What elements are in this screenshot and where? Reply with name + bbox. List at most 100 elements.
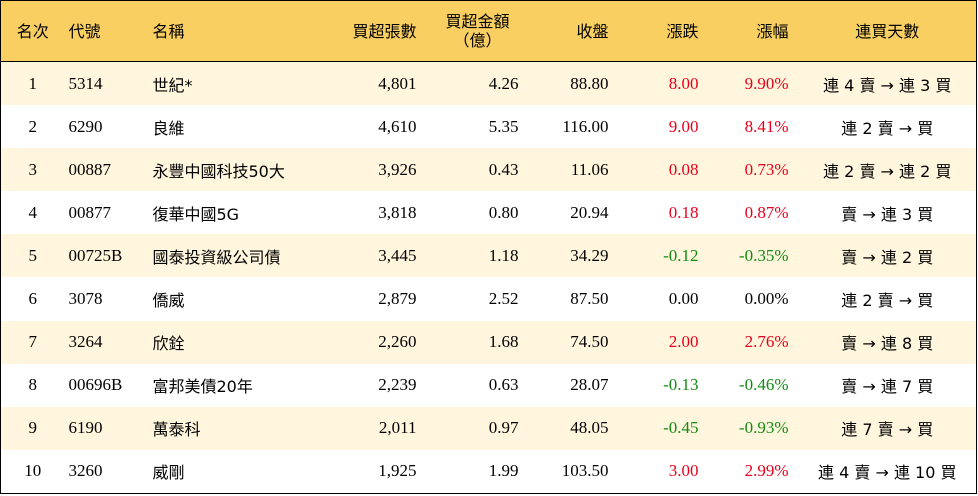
cell-consecutive-days: 連 2 賣 → 買 (798, 105, 977, 149)
cell-consecutive-days: 賣 → 連 8 買 (798, 320, 977, 364)
cell-rank: 8 (0, 363, 65, 407)
cell-change-pct: 0.00% (708, 277, 799, 321)
cell-net-buy-amount: 1.99 (426, 449, 529, 494)
cell-net-buy-lots: 4,610 (328, 105, 427, 149)
cell-change-pct: 2.76% (708, 320, 799, 364)
cell-net-buy-lots: 1,925 (328, 449, 427, 494)
cell-change-pct: -0.93% (708, 406, 799, 450)
header-row: 名次 代號 名稱 買超張數 買超金額 （億） 收盤 漲跌 漲幅 連買天數 (0, 0, 977, 62)
cell-name: 復華中國5G (148, 191, 329, 235)
cell-net-buy-lots: 3,818 (328, 191, 427, 235)
cell-close: 34.29 (528, 234, 619, 278)
cell-net-buy-lots: 3,445 (328, 234, 427, 278)
cell-consecutive-days: 連 4 賣 → 連 3 買 (798, 61, 977, 106)
cell-net-buy-lots: 2,879 (328, 277, 427, 321)
table-header: 名次 代號 名稱 買超張數 買超金額 （億） 收盤 漲跌 漲幅 連買天數 (0, 0, 977, 62)
header-rank: 名次 (0, 0, 65, 62)
cell-name: 永豐中國科技50大 (148, 148, 329, 192)
cell-code: 00887 (64, 148, 149, 192)
cell-name: 富邦美債20年 (148, 363, 329, 407)
cell-name: 良維 (148, 105, 329, 149)
cell-name: 萬泰科 (148, 406, 329, 450)
cell-change: 3.00 (618, 449, 709, 494)
table-row: 6 3078 僑威 2,879 2.52 87.50 0.00 0.00% 連 … (0, 277, 977, 321)
cell-code: 00696B (64, 363, 149, 407)
table-row: 1 5314 世紀* 4,801 4.26 88.80 8.00 9.90% 連… (0, 61, 977, 106)
cell-net-buy-amount: 0.43 (426, 148, 529, 192)
cell-net-buy-lots: 4,801 (328, 61, 427, 106)
cell-net-buy-lots: 3,926 (328, 148, 427, 192)
cell-code: 3078 (64, 277, 149, 321)
cell-close: 116.00 (528, 105, 619, 149)
cell-close: 74.50 (528, 320, 619, 364)
cell-rank: 4 (0, 191, 65, 235)
cell-net-buy-amount: 0.63 (426, 363, 529, 407)
cell-name: 威剛 (148, 449, 329, 494)
cell-change: 2.00 (618, 320, 709, 364)
cell-change-pct: 8.41% (708, 105, 799, 149)
cell-consecutive-days: 連 7 賣 → 買 (798, 406, 977, 450)
cell-close: 48.05 (528, 406, 619, 450)
header-net-buy-amount-line2: （億） (453, 31, 502, 50)
header-code: 代號 (64, 0, 149, 62)
cell-rank: 1 (0, 61, 65, 106)
cell-change: -0.45 (618, 406, 709, 450)
cell-consecutive-days: 連 2 賣 → 連 2 買 (798, 148, 977, 192)
cell-rank: 10 (0, 449, 65, 494)
table-row: 8 00696B 富邦美債20年 2,239 0.63 28.07 -0.13 … (0, 363, 977, 407)
cell-change: 9.00 (618, 105, 709, 149)
cell-rank: 6 (0, 277, 65, 321)
cell-consecutive-days: 賣 → 連 3 買 (798, 191, 977, 235)
cell-change: 0.00 (618, 277, 709, 321)
cell-rank: 5 (0, 234, 65, 278)
cell-change: -0.12 (618, 234, 709, 278)
cell-consecutive-days: 賣 → 連 2 買 (798, 234, 977, 278)
cell-change-pct: -0.46% (708, 363, 799, 407)
cell-net-buy-amount: 5.35 (426, 105, 529, 149)
cell-net-buy-amount: 0.80 (426, 191, 529, 235)
cell-net-buy-lots: 2,239 (328, 363, 427, 407)
header-change-pct: 漲幅 (708, 0, 799, 62)
cell-change-pct: 0.73% (708, 148, 799, 192)
cell-change: 0.18 (618, 191, 709, 235)
cell-rank: 9 (0, 406, 65, 450)
header-net-buy-amount: 買超金額 （億） (426, 0, 529, 62)
cell-consecutive-days: 賣 → 連 7 買 (798, 363, 977, 407)
cell-name: 國泰投資級公司債 (148, 234, 329, 278)
cell-close: 28.07 (528, 363, 619, 407)
cell-code: 00725B (64, 234, 149, 278)
cell-change-pct: 2.99% (708, 449, 799, 494)
cell-net-buy-amount: 1.68 (426, 320, 529, 364)
header-net-buy-lots: 買超張數 (328, 0, 427, 62)
cell-change-pct: 9.90% (708, 61, 799, 106)
cell-close: 11.06 (528, 148, 619, 192)
cell-name: 僑威 (148, 277, 329, 321)
cell-close: 88.80 (528, 61, 619, 106)
cell-name: 世紀* (148, 61, 329, 106)
header-close: 收盤 (528, 0, 619, 62)
cell-close: 20.94 (528, 191, 619, 235)
cell-net-buy-lots: 2,260 (328, 320, 427, 364)
cell-net-buy-lots: 2,011 (328, 406, 427, 450)
cell-change-pct: 0.87% (708, 191, 799, 235)
cell-change: -0.13 (618, 363, 709, 407)
cell-code: 6190 (64, 406, 149, 450)
cell-net-buy-amount: 1.18 (426, 234, 529, 278)
cell-change-pct: -0.35% (708, 234, 799, 278)
header-change: 漲跌 (618, 0, 709, 62)
table-row: 5 00725B 國泰投資級公司債 3,445 1.18 34.29 -0.12… (0, 234, 977, 278)
header-consecutive-days: 連買天數 (798, 0, 977, 62)
cell-net-buy-amount: 4.26 (426, 61, 529, 106)
table-row: 3 00887 永豐中國科技50大 3,926 0.43 11.06 0.08 … (0, 148, 977, 192)
table-row: 2 6290 良維 4,610 5.35 116.00 9.00 8.41% 連… (0, 105, 977, 149)
cell-rank: 7 (0, 320, 65, 364)
cell-net-buy-amount: 0.97 (426, 406, 529, 450)
cell-consecutive-days: 連 4 賣 → 連 10 買 (798, 449, 977, 494)
cell-code: 5314 (64, 61, 149, 106)
table-row: 9 6190 萬泰科 2,011 0.97 48.05 -0.45 -0.93%… (0, 406, 977, 450)
cell-close: 87.50 (528, 277, 619, 321)
header-name: 名稱 (148, 0, 329, 62)
cell-name: 欣銓 (148, 320, 329, 364)
cell-code: 3264 (64, 320, 149, 364)
